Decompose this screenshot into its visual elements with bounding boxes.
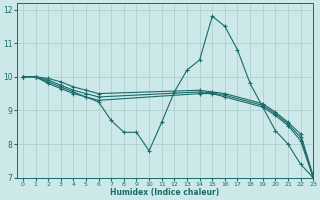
X-axis label: Humidex (Indice chaleur): Humidex (Indice chaleur) [110,188,220,197]
